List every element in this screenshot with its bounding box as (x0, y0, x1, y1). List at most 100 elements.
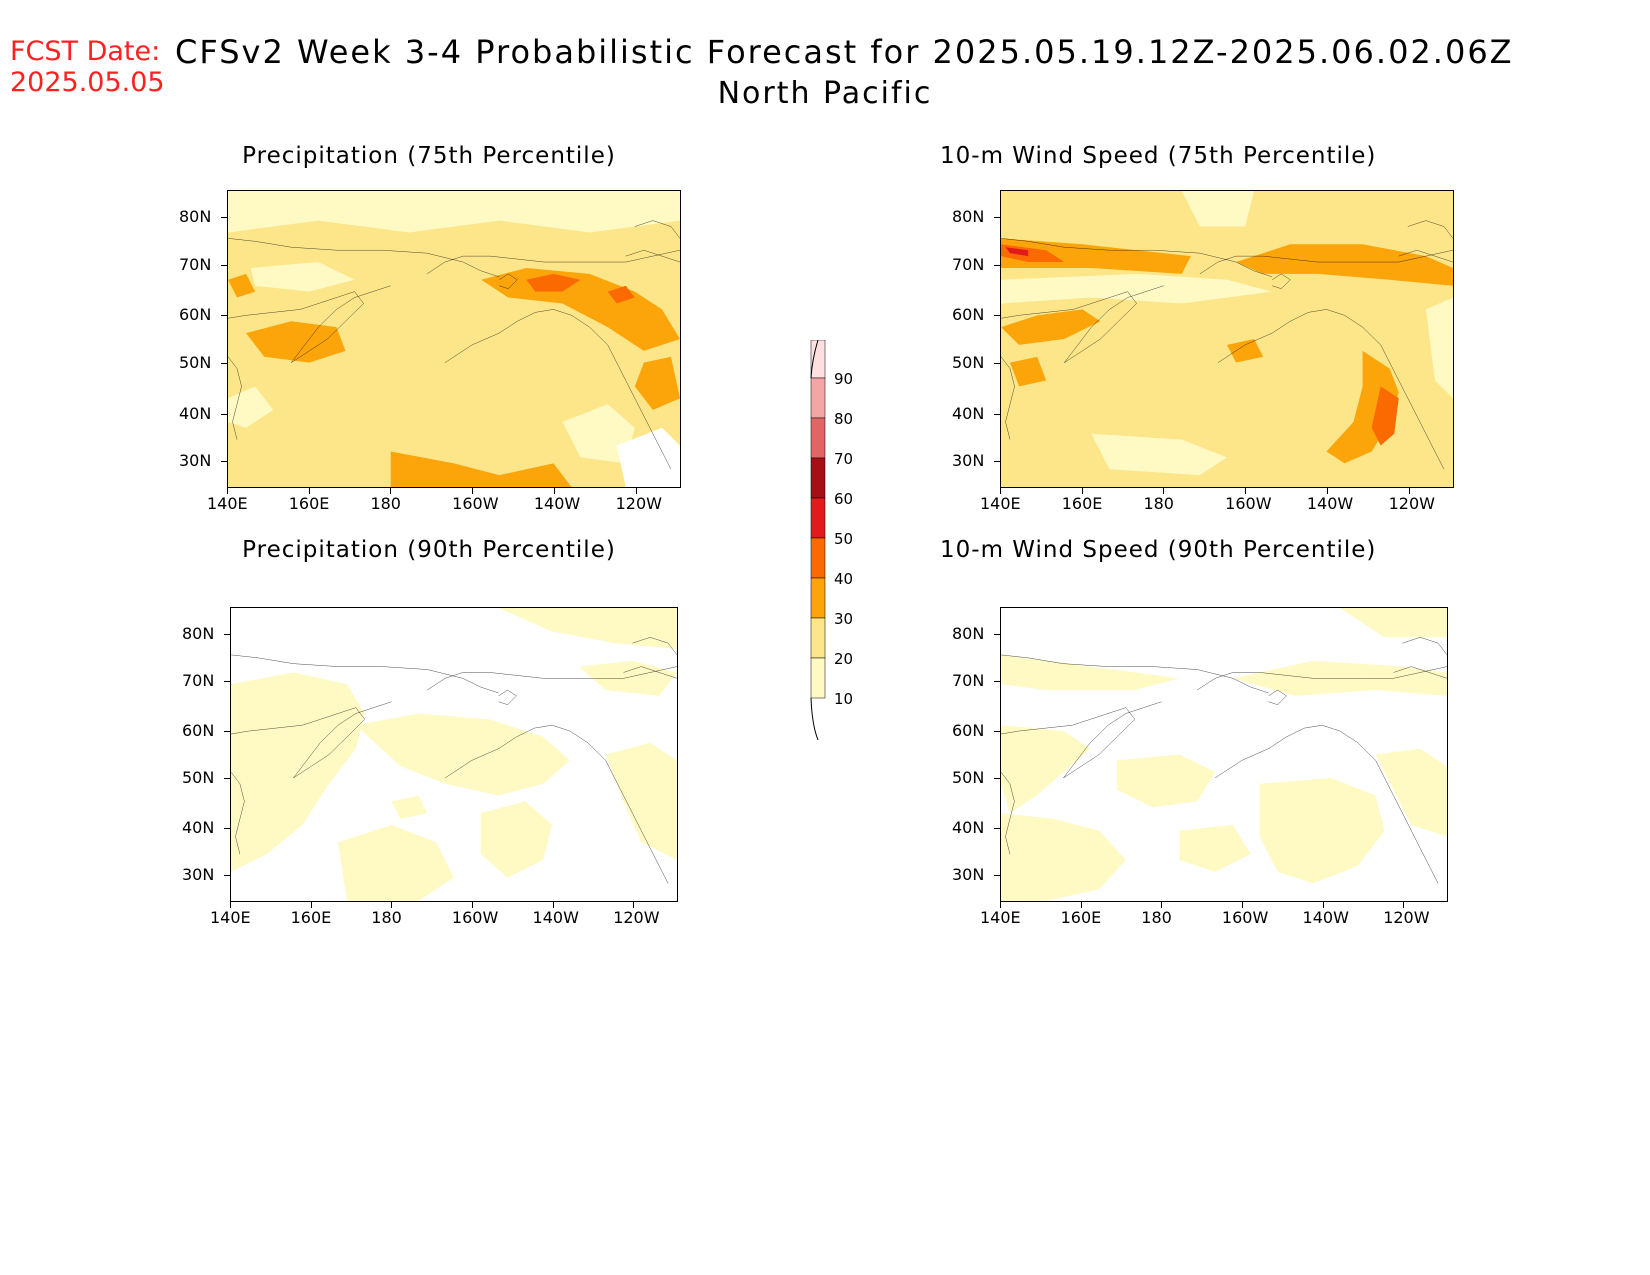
longitude-tick (308, 488, 310, 494)
latitude-tick (994, 362, 1000, 364)
longitude-label: 140E (210, 908, 251, 927)
latitude-tick (224, 875, 230, 877)
coastline (231, 708, 365, 778)
map-precip-75 (227, 190, 681, 488)
longitude-tick (1403, 902, 1405, 908)
latitude-tick (994, 413, 1000, 415)
probability-region (248, 690, 276, 714)
colorbar-bin-80 (810, 417, 826, 459)
probability-region (228, 191, 680, 233)
map-precip-90 (230, 607, 678, 902)
forecast-date-block: FCST Date: 2025.05.05 (10, 36, 165, 98)
latitude-label: 70N (952, 254, 985, 274)
coastline (228, 292, 364, 363)
probability-region (1181, 191, 1255, 227)
latitude-label: 30N (952, 451, 985, 471)
panel-title-wind-75: 10-m Wind Speed (75th Percentile) (940, 143, 1377, 169)
map-background (1001, 191, 1453, 487)
coastline (1063, 702, 1161, 778)
latitude-tick (221, 216, 227, 218)
longitude-tick (1245, 488, 1247, 494)
latitude-tick (994, 461, 1000, 463)
map-field-svg (1001, 608, 1447, 901)
latitude-tick (221, 264, 227, 266)
probability-region (1001, 238, 1191, 274)
colorbar-label-30: 30 (834, 610, 854, 628)
coastline (427, 250, 680, 274)
probability-region (1339, 608, 1447, 638)
probability-region (1001, 813, 1126, 901)
colorbar-label-10: 10 (834, 690, 854, 708)
longitude-tick (1241, 902, 1243, 908)
probability-region (355, 713, 570, 796)
probability-region (481, 267, 680, 351)
probability-region (1001, 309, 1101, 345)
latitude-tick (994, 828, 1000, 830)
latitude-label: 80N (179, 206, 212, 226)
coastline (427, 667, 677, 690)
map-wind-75 (1000, 190, 1454, 488)
longitude-label: 160W (452, 494, 499, 513)
coastline (1001, 238, 1272, 276)
longitude-label: 120W (1383, 908, 1430, 927)
coastline (499, 274, 517, 289)
map-field-svg (228, 191, 680, 487)
longitude-tick (1322, 902, 1324, 908)
longitude-tick (1081, 488, 1083, 494)
latitude-tick (994, 633, 1000, 635)
coastline (445, 725, 668, 883)
colorbar-bin-60 (810, 497, 826, 539)
longitude-tick (391, 902, 393, 908)
longitude-label: 120W (613, 908, 660, 927)
latitude-tick (224, 633, 230, 635)
latitude-label: 40N (952, 818, 985, 838)
probability-region (1236, 244, 1453, 286)
colorbar-bin-50 (810, 537, 826, 579)
probability-region (228, 273, 256, 298)
colorbar-bin-40 (810, 577, 826, 619)
probability-region (250, 262, 355, 292)
longitude-label: 160E (288, 494, 330, 513)
latitude-label: 70N (182, 670, 215, 690)
latitude-tick (994, 730, 1000, 732)
coastline (1200, 250, 1453, 274)
probability-region (338, 824, 454, 901)
colorbar-label-50: 50 (834, 530, 854, 548)
latitude-label: 80N (182, 623, 215, 643)
latitude-tick (221, 413, 227, 415)
map-field-svg (1001, 191, 1453, 487)
probability-region (607, 285, 635, 304)
probability-region (391, 795, 428, 819)
probability-region (562, 404, 635, 464)
colorbar-label-60: 60 (834, 490, 854, 508)
latitude-label: 80N (952, 623, 985, 643)
probability-region (1179, 824, 1251, 872)
latitude-label: 40N (182, 818, 215, 838)
latitude-label: 70N (952, 670, 985, 690)
longitude-label: 180 (370, 494, 401, 513)
longitude-label: 160W (451, 908, 499, 927)
colorbar-bin-90 (810, 377, 826, 419)
probability-region (616, 427, 680, 487)
longitude-tick (227, 488, 228, 494)
latitude-label: 60N (952, 305, 985, 325)
latitude-label: 30N (179, 451, 212, 471)
longitude-label: 140E (980, 494, 1021, 513)
coastline (626, 221, 680, 262)
latitude-tick (994, 680, 1000, 682)
latitude-tick (994, 778, 1000, 780)
probability-region (480, 801, 553, 878)
longitude-label: 160W (1225, 494, 1272, 513)
coastline (1215, 725, 1438, 883)
colorbar: 90 80 70 60 50 40 30 20 10 (810, 339, 890, 741)
coastline (1197, 667, 1447, 690)
latitude-tick (994, 875, 1000, 877)
probability-region (1425, 297, 1453, 399)
latitude-label: 50N (179, 352, 212, 372)
latitude-label: 40N (952, 403, 985, 423)
colorbar-bin-20 (810, 657, 826, 699)
latitude-label: 50N (952, 768, 985, 788)
probability-region (1001, 725, 1091, 814)
latitude-label: 60N (182, 720, 215, 740)
probability-region (1001, 244, 1065, 263)
